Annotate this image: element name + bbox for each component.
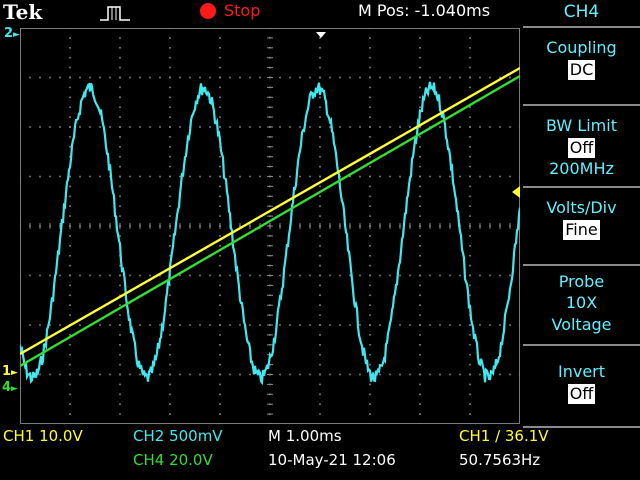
frequency-readout: 50.7563Hz bbox=[459, 451, 540, 469]
horizontal-position-readout: M Pos: -1.040ms bbox=[358, 1, 490, 20]
ch1-scale-readout: CH1 10.0V bbox=[3, 427, 83, 445]
trigger-edge-icon bbox=[100, 4, 130, 22]
date-time-readout: 10-May-21 12:06 bbox=[268, 451, 396, 469]
ch4-scale-readout: CH4 20.0V bbox=[133, 451, 213, 469]
ch4-marker-label: 4 bbox=[2, 380, 11, 395]
volts-div-label: Volts/Div bbox=[523, 198, 640, 218]
brand-logo: Tek bbox=[3, 0, 42, 24]
volts-div-button[interactable]: Volts/Div Fine bbox=[523, 186, 640, 266]
invert-value: Off bbox=[568, 384, 596, 404]
ch2-ground-marker[interactable]: 2► bbox=[4, 26, 20, 41]
menu-title: CH4 bbox=[523, 0, 640, 22]
bw-limit-label: BW Limit bbox=[523, 116, 640, 136]
ch1-marker-label: 1 bbox=[2, 364, 11, 379]
bw-limit-button[interactable]: BW Limit Off 200MHz bbox=[523, 104, 640, 188]
bw-limit-value: Off bbox=[568, 138, 596, 158]
top-status-bar: Tek Stop M Pos: -1.040ms bbox=[0, 0, 520, 24]
ch2-marker-label: 2 bbox=[4, 26, 13, 41]
coupling-value: DC bbox=[568, 60, 596, 80]
invert-label: Invert bbox=[523, 362, 640, 382]
probe-attenuation: 10X bbox=[523, 292, 640, 314]
stop-indicator-icon bbox=[200, 3, 216, 19]
probe-button[interactable]: Probe 10X Voltage bbox=[523, 264, 640, 346]
trigger-readout: CH1 ∕ 36.1V bbox=[459, 427, 549, 445]
channel-side-menu: CH4 Coupling DC BW Limit Off 200MHz Volt… bbox=[523, 0, 640, 480]
bottom-status-bar: CH1 10.0V CH2 500mV CH4 20.0V M 1.00ms 1… bbox=[0, 425, 640, 480]
invert-button[interactable]: Invert Off bbox=[523, 344, 640, 428]
waveform-display bbox=[20, 28, 520, 424]
ch2-scale-readout: CH2 500mV bbox=[133, 427, 223, 445]
coupling-label: Coupling bbox=[523, 38, 640, 58]
probe-label: Probe bbox=[523, 272, 640, 292]
ch1-ground-marker[interactable]: 1► bbox=[2, 364, 18, 379]
coupling-button[interactable]: Coupling DC bbox=[523, 26, 640, 106]
acquisition-status-label: Stop bbox=[224, 1, 260, 20]
volts-div-value: Fine bbox=[563, 220, 599, 240]
bw-limit-sub: 200MHz bbox=[523, 158, 640, 180]
ch4-ground-marker[interactable]: 4► bbox=[2, 380, 18, 395]
timebase-readout: M 1.00ms bbox=[268, 427, 342, 445]
probe-type: Voltage bbox=[523, 314, 640, 336]
